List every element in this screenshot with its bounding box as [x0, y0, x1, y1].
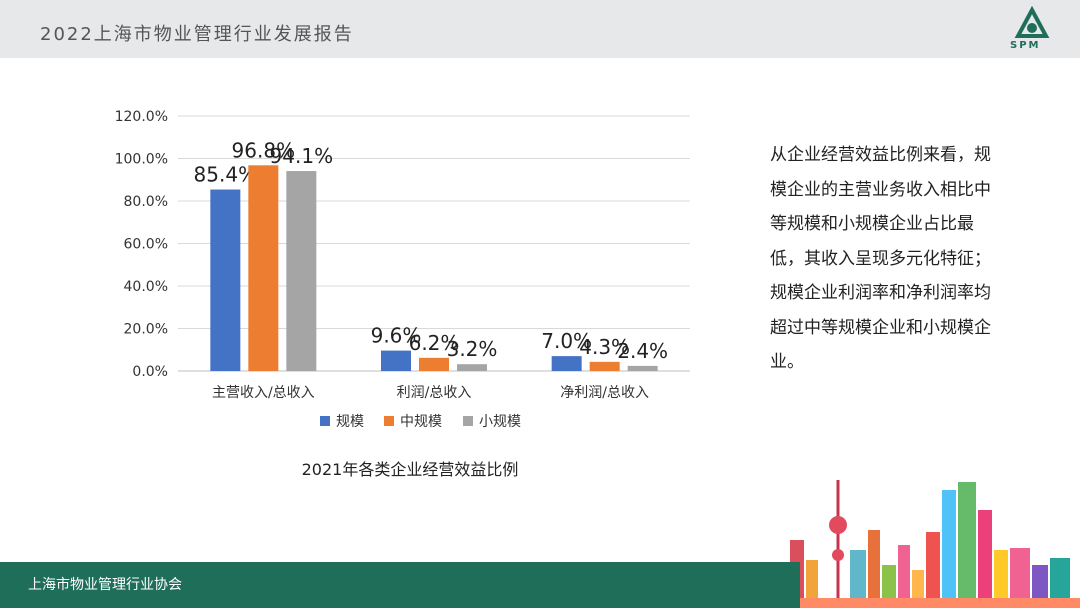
y-tick-label: 80.0%	[124, 194, 168, 210]
bar	[210, 189, 241, 371]
data-label: 9.6%	[371, 324, 422, 348]
bar	[551, 356, 582, 371]
footer-bar	[0, 562, 800, 608]
legend-label: 中规模	[400, 414, 442, 430]
bar	[419, 357, 449, 371]
bar	[457, 364, 487, 371]
y-tick-label: 40.0%	[124, 279, 168, 295]
spm-logo	[1014, 6, 1050, 38]
bar	[248, 165, 279, 371]
bar	[381, 350, 411, 371]
data-label: 2.4%	[617, 339, 668, 363]
header-bar	[0, 0, 1080, 58]
report-title: 2022上海市物业管理行业发展报告	[40, 24, 354, 45]
data-label: 6.2%	[409, 331, 460, 355]
y-tick-label: 120.0%	[115, 109, 168, 125]
chart-title: 2021年各类企业经营效益比例	[301, 460, 519, 479]
data-label: 3.2%	[447, 337, 498, 361]
data-label: 94.1%	[270, 144, 334, 168]
summary-text: 从企业经营效益比例来看，规模企业的主营业务收入相比中等规模和小规模企业占比最低，…	[770, 145, 991, 372]
x-tick-label: 净利润/总收入	[560, 385, 649, 401]
bar	[589, 361, 620, 371]
y-tick-label: 20.0%	[124, 322, 168, 338]
y-tick-label: 60.0%	[124, 237, 168, 253]
data-label: 96.8%	[232, 138, 296, 162]
legend-swatch	[320, 416, 330, 426]
legend-swatch	[463, 416, 473, 426]
legend-label: 规模	[336, 414, 364, 430]
y-tick-label: 100.0%	[115, 152, 168, 168]
bar	[627, 365, 658, 371]
logo-text: SPM	[1010, 40, 1041, 51]
footer-organization: 上海市物业管理行业协会	[28, 577, 182, 593]
y-tick-label: 0.0%	[132, 364, 168, 380]
legend-label: 小规模	[479, 414, 521, 430]
data-label: 7.0%	[541, 329, 592, 353]
data-label: 85.4%	[194, 163, 258, 187]
legend-swatch	[384, 416, 394, 426]
bar-chart: 0.0% 20.0% 40.0% 60.0% 80.0% 100.0% 120.0% 85.4…	[115, 109, 690, 430]
city-skyline-illustration	[780, 480, 1080, 608]
bar	[286, 171, 317, 371]
x-tick-label: 利润/总收入	[397, 385, 472, 401]
data-label: 4.3%	[579, 335, 630, 359]
x-tick-label: 主营收入/总收入	[212, 385, 315, 401]
